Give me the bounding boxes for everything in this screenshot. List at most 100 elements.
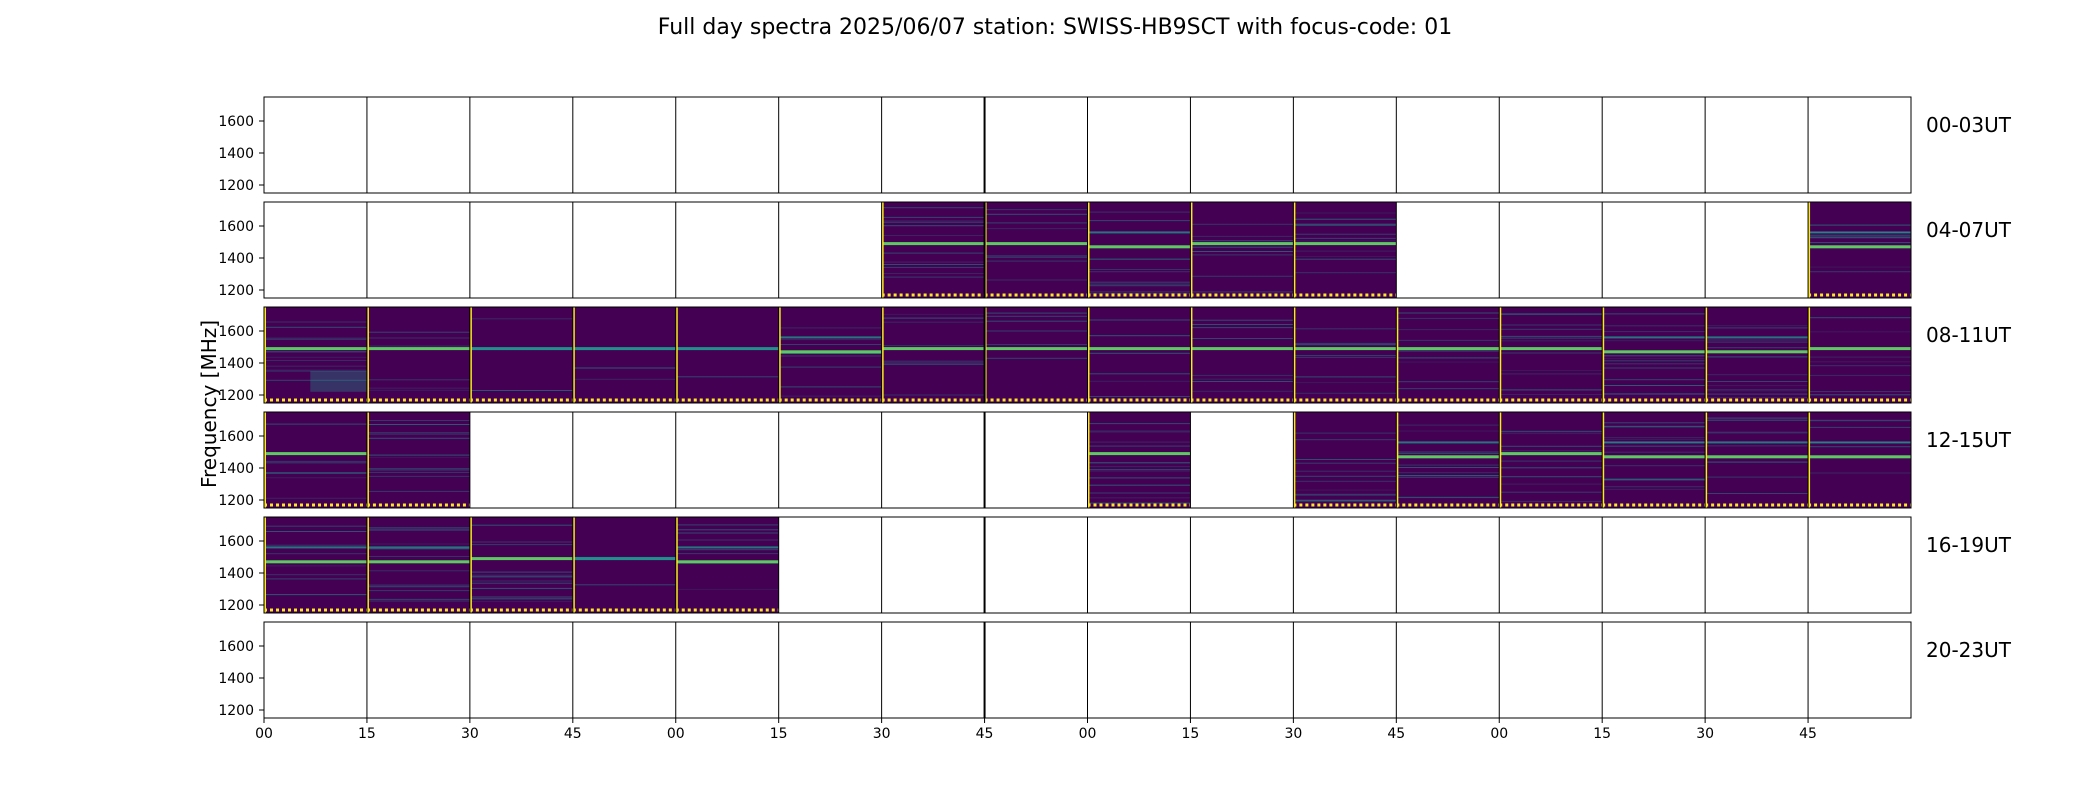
rfi-line — [264, 326, 367, 328]
rfi-line — [1293, 462, 1397, 464]
rfi-line — [264, 370, 367, 372]
rfi-line — [1396, 451, 1500, 453]
spectrogram-cell — [1808, 307, 1911, 403]
rfi-line — [1087, 477, 1191, 479]
x-tick-label: 15 — [358, 726, 376, 742]
rfi-line — [264, 460, 367, 462]
rfi-line — [1499, 352, 1603, 354]
rfi-line — [1705, 389, 1809, 391]
cell-background — [366, 517, 470, 613]
rfi-line — [1808, 391, 1911, 393]
cell-background — [984, 307, 1088, 403]
cell-start-marker — [469, 517, 472, 613]
rfi-line — [366, 468, 470, 470]
rfi-line — [1705, 374, 1809, 376]
row-label: 16-19UT — [1926, 533, 2012, 557]
band-line — [984, 347, 1088, 351]
cell-background — [264, 517, 367, 613]
rfi-line — [984, 255, 1088, 257]
rfi-line — [1499, 313, 1603, 315]
rfi-line — [1087, 492, 1191, 494]
band-line — [778, 336, 882, 339]
rfi-line — [469, 574, 573, 576]
rfi-line — [881, 273, 985, 274]
band-line — [1602, 350, 1706, 354]
rfi-line — [1499, 337, 1603, 339]
rfi-line — [1602, 340, 1706, 342]
spectrogram-cell — [1705, 412, 1809, 508]
spectrogram-cell — [572, 517, 676, 613]
rfi-line — [1808, 374, 1911, 376]
rfi-line — [1293, 234, 1397, 235]
rfi-line — [1087, 380, 1191, 382]
cell-background — [469, 307, 573, 403]
cell-start-marker — [1293, 202, 1296, 298]
cell-background — [1808, 307, 1911, 403]
rfi-line — [1190, 240, 1294, 242]
rfi-line — [366, 529, 470, 531]
cell-start-marker — [264, 307, 266, 403]
band-line — [1705, 350, 1809, 354]
panel-16-19UT: 1200 1400 1600 16-19UT — [218, 516, 2012, 614]
row-label: 08-11UT — [1926, 323, 2012, 347]
panel-12-15UT: 1200 1400 1600 12-15UT — [218, 411, 2012, 509]
band-line — [1602, 336, 1706, 339]
rfi-line — [366, 590, 470, 592]
rfi-line — [1396, 329, 1500, 331]
rfi-line — [1087, 258, 1191, 260]
rfi-line — [984, 257, 1088, 258]
rfi-line — [1602, 393, 1706, 395]
rfi-line — [1293, 212, 1397, 214]
rfi-line — [1087, 431, 1191, 433]
cell-start-marker — [264, 517, 266, 613]
rfi-line — [1499, 389, 1603, 391]
rfi-line — [1396, 312, 1500, 314]
y-tick-label: 1600 — [218, 429, 254, 445]
rfi-line — [264, 594, 367, 596]
rfi-line — [1190, 338, 1294, 339]
rfi-line — [1293, 432, 1397, 434]
rfi-line — [1705, 461, 1809, 463]
rfi-line — [1808, 331, 1911, 333]
y-tick-label: 1200 — [218, 703, 254, 719]
rfi-line — [264, 574, 367, 576]
row-label: 00-03UT — [1926, 113, 2012, 137]
rfi-line — [1499, 460, 1603, 462]
rfi-line — [366, 420, 470, 421]
rfi-line — [1705, 381, 1809, 382]
cell-background — [1396, 412, 1500, 508]
rfi-line — [1293, 218, 1397, 220]
rfi-line — [1087, 283, 1191, 285]
rfi-line — [778, 395, 882, 397]
spectrogram-cell — [1293, 202, 1397, 298]
rfi-line — [881, 394, 985, 396]
rfi-line — [264, 544, 367, 546]
rfi-line — [1293, 475, 1397, 477]
rfi-line — [984, 357, 1088, 359]
rfi-line — [366, 433, 470, 435]
rfi-line — [1190, 319, 1294, 321]
band-line — [264, 347, 367, 351]
rfi-line — [881, 345, 985, 347]
rfi-line — [366, 600, 470, 602]
rfi-line — [778, 352, 882, 354]
rfi-line — [572, 584, 676, 586]
rfi-line — [1190, 327, 1294, 329]
cell-start-marker — [1602, 307, 1605, 403]
rfi-line — [1396, 430, 1500, 432]
y-tick-label: 1600 — [218, 219, 254, 235]
rfi-line — [778, 344, 882, 345]
rfi-line — [1087, 396, 1191, 397]
rfi-line — [1499, 328, 1603, 330]
rfi-line — [1293, 355, 1397, 357]
cell-start-marker — [1396, 412, 1399, 508]
cell-start-marker — [366, 307, 369, 403]
cell-background — [778, 307, 882, 403]
rfi-line — [264, 423, 367, 425]
rfi-line — [1293, 494, 1397, 496]
rfi-line — [1808, 242, 1911, 244]
rfi-line — [469, 600, 573, 602]
rfi-line — [1293, 256, 1397, 257]
rfi-line — [366, 570, 470, 572]
